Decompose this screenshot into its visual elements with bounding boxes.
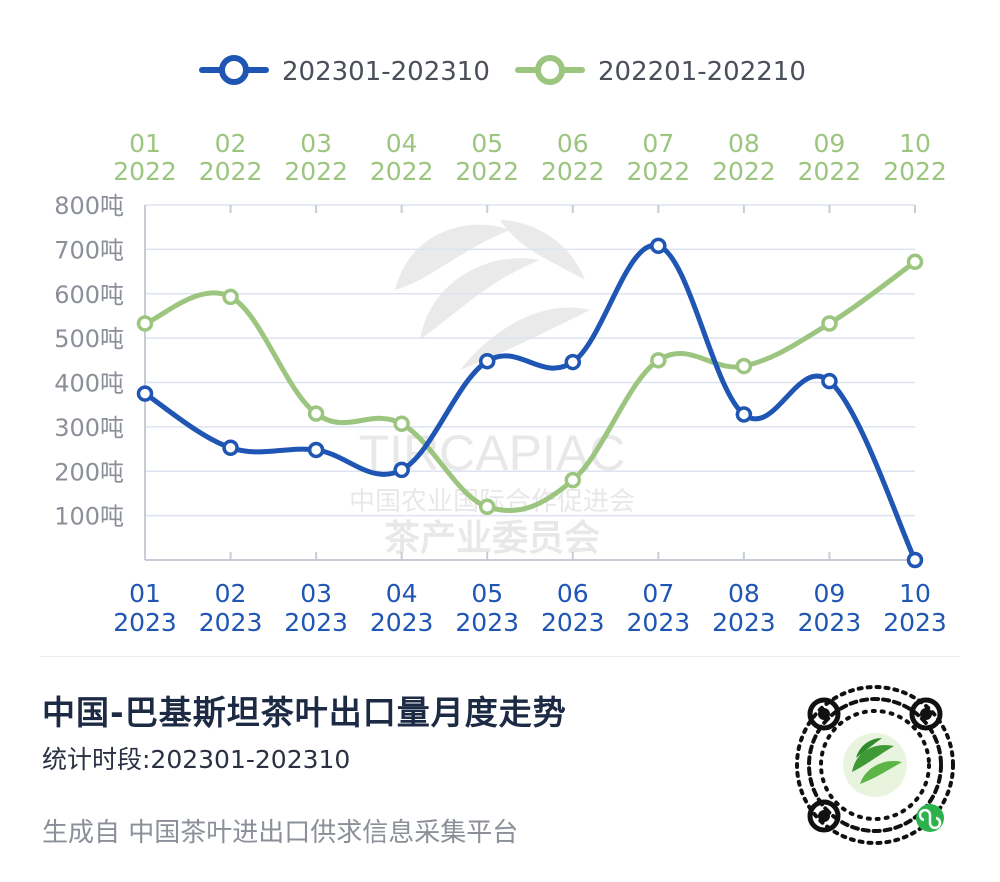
x-bottom-tick-year: 2023 <box>712 608 776 637</box>
data-point <box>307 441 325 459</box>
data-point <box>222 439 239 456</box>
x-top-tick-month: 04 <box>386 129 418 158</box>
series-202201-202210 <box>136 253 924 515</box>
y-axis-ticks: 800吨 700吨 600吨 500吨 400吨 300吨 200吨 100吨 <box>54 192 124 531</box>
x-bottom-tick-month: 07 <box>642 579 674 608</box>
x-top-tick-month: 02 <box>215 129 247 158</box>
x-bottom-tick-year: 2023 <box>455 608 519 637</box>
legend-label-2022: 202201-202210 <box>598 57 806 87</box>
grid <box>144 204 916 561</box>
chart-title: 中国-巴基斯坦茶叶出口量月度走势 <box>42 693 567 732</box>
data-point <box>307 405 325 422</box>
tea-leaf-logo-icon <box>395 220 590 370</box>
data-point <box>821 372 838 390</box>
series <box>136 237 924 569</box>
x-top-tick-year: 2022 <box>455 157 519 186</box>
x-bottom-tick-month: 05 <box>471 579 503 608</box>
mini-program-qr-code-icon[interactable] <box>790 680 960 850</box>
data-point <box>906 253 924 271</box>
x-top-tick-year: 2022 <box>113 157 177 186</box>
x-bottom-tick-year: 2023 <box>541 608 605 637</box>
x-top-tick-year: 2022 <box>284 157 348 186</box>
y-tick-label: 300吨 <box>54 414 124 442</box>
series-202301-202310 <box>136 237 924 569</box>
data-point <box>735 357 753 375</box>
watermark-line3: 茶产业委员会 <box>384 517 600 559</box>
x-bottom-tick-month: 01 <box>129 579 161 608</box>
line-chart: TIRCAPIAC 中国农业国际合作促进会 茶产业委员会 202301-2023… <box>54 55 947 637</box>
series-line <box>144 259 917 513</box>
data-point <box>821 315 838 332</box>
x-bottom-tick-year: 2023 <box>883 608 947 637</box>
data-point <box>136 315 154 332</box>
x-top-tick-month: 03 <box>300 129 332 158</box>
x-top-tick-month: 10 <box>899 129 931 158</box>
legend: 202301-202310 202201-202210 <box>199 55 806 87</box>
data-point <box>136 385 154 402</box>
x-bottom-tick-month: 04 <box>386 579 418 608</box>
x-bottom-tick-month: 03 <box>300 579 332 608</box>
x-axis-top-ticks: 0120220220220320220420220520220620220720… <box>113 129 947 186</box>
y-tick-label: 600吨 <box>54 281 124 309</box>
x-bottom-tick-month: 06 <box>557 579 589 608</box>
x-top-tick-month: 05 <box>471 129 503 158</box>
x-top-tick-month: 06 <box>557 129 589 158</box>
data-point <box>906 551 924 569</box>
x-top-tick-month: 08 <box>728 129 760 158</box>
x-axis-bottom-ticks: 0120230220230320230420230520230620230720… <box>113 579 947 637</box>
x-top-tick-month: 07 <box>642 129 674 158</box>
data-point <box>650 237 667 255</box>
x-top-tick-year: 2022 <box>199 157 263 186</box>
data-point <box>650 352 667 369</box>
y-tick-label: 400吨 <box>54 370 124 398</box>
legend-label-2023: 202301-202310 <box>282 57 490 87</box>
x-bottom-tick-month: 10 <box>899 579 931 608</box>
data-point <box>564 353 582 371</box>
statistics-period: 统计时段:202301-202310 <box>42 745 351 774</box>
x-top-tick-year: 2022 <box>541 157 605 186</box>
x-top-tick-month: 09 <box>814 129 846 158</box>
data-point <box>564 471 582 489</box>
x-bottom-tick-year: 2023 <box>284 608 348 637</box>
legend-item-2022: 202201-202210 <box>515 55 806 87</box>
x-bottom-tick-year: 2023 <box>627 608 691 637</box>
x-top-tick-year: 2022 <box>798 157 862 186</box>
y-tick-label: 500吨 <box>54 325 124 353</box>
legend-marker-2023 <box>219 55 249 85</box>
x-bottom-tick-month: 09 <box>814 579 846 608</box>
x-top-tick-month: 01 <box>129 129 161 158</box>
x-bottom-tick-year: 2023 <box>199 608 263 637</box>
source-text: 生成自 中国茶叶进出口供求信息采集平台 <box>42 818 519 848</box>
legend-item-2023: 202301-202310 <box>199 55 490 87</box>
x-top-tick-year: 2022 <box>370 157 434 186</box>
data-point <box>222 288 239 306</box>
x-bottom-tick-year: 2023 <box>798 608 862 637</box>
x-bottom-tick-year: 2023 <box>370 608 434 637</box>
y-tick-label: 200吨 <box>54 458 124 486</box>
y-tick-label: 700吨 <box>54 236 124 264</box>
footer-divider <box>40 656 960 657</box>
data-point <box>478 498 496 515</box>
x-bottom-tick-month: 02 <box>215 579 247 608</box>
x-bottom-tick-year: 2023 <box>113 608 177 637</box>
legend-marker-2022 <box>535 55 565 85</box>
x-top-tick-year: 2022 <box>627 157 691 186</box>
x-top-tick-year: 2022 <box>883 157 947 186</box>
x-bottom-tick-month: 08 <box>728 579 760 608</box>
data-point <box>393 415 410 433</box>
data-point <box>393 461 410 479</box>
y-tick-label: 100吨 <box>54 503 124 531</box>
data-point <box>735 406 753 423</box>
x-top-tick-year: 2022 <box>712 157 776 186</box>
y-tick-label: 800吨 <box>54 192 124 220</box>
data-point <box>478 352 496 370</box>
